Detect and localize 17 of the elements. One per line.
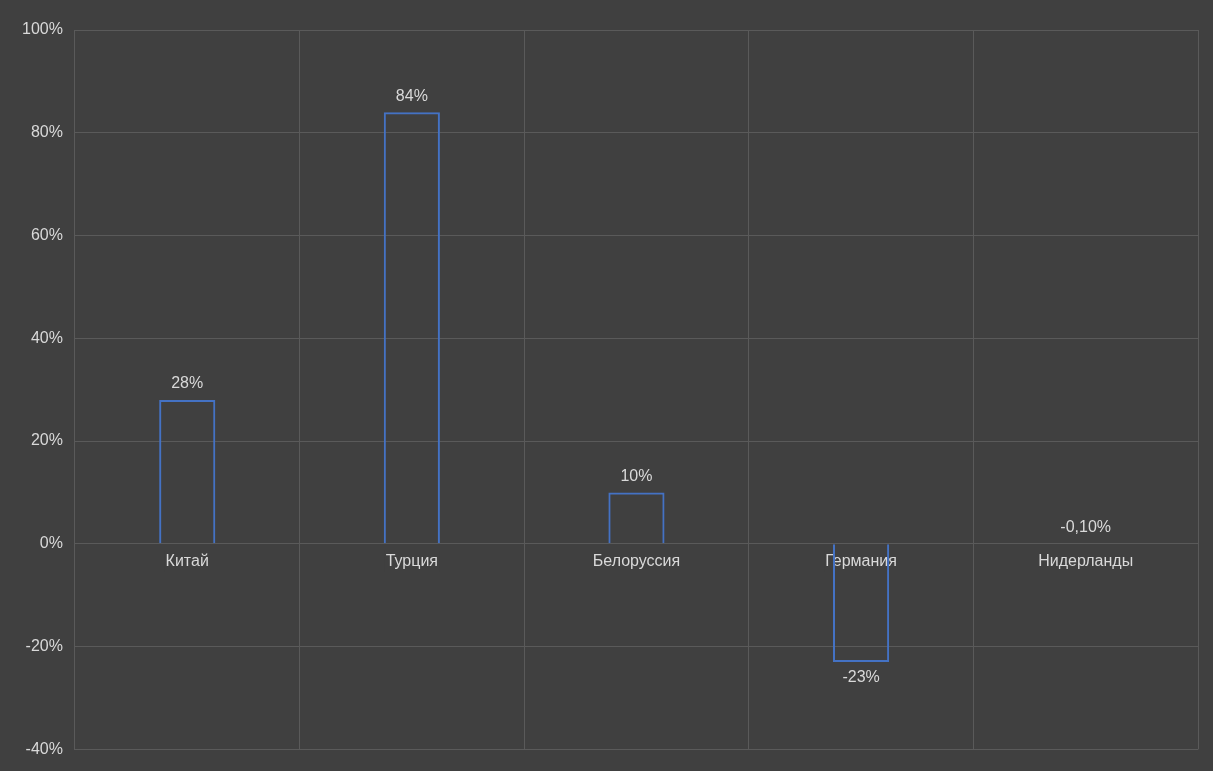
- data-label: 84%: [395, 86, 428, 104]
- y-tick-label: -40%: [25, 739, 63, 757]
- x-tick-label: Белоруссия: [592, 551, 681, 569]
- x-tick-label: Турция: [385, 551, 439, 569]
- y-tick-label: 60%: [30, 225, 63, 243]
- y-tick-label: -20%: [25, 637, 63, 655]
- data-label: 28%: [171, 374, 204, 392]
- y-tick-label: 80%: [30, 123, 63, 141]
- y-tick-label: 100%: [22, 20, 63, 38]
- data-label: -0,10%: [1060, 518, 1112, 536]
- y-tick-label: 40%: [30, 328, 63, 346]
- y-tick-label: 0%: [39, 534, 63, 552]
- x-tick-label: Нидерланды: [1038, 551, 1134, 569]
- data-label: 10%: [620, 466, 653, 484]
- x-tick-label: Китай: [165, 551, 209, 569]
- y-tick-label: 20%: [30, 431, 63, 449]
- data-label: -23%: [842, 668, 880, 686]
